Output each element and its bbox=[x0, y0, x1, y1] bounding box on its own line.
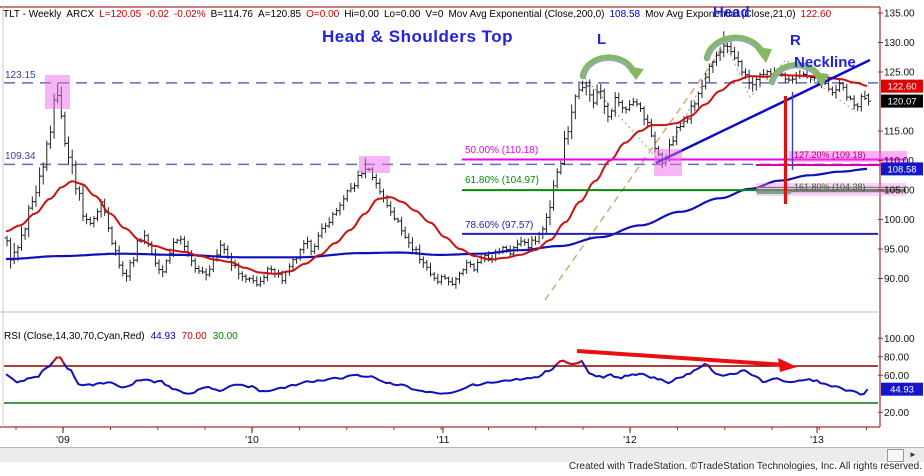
rsi-indicator-label: RSI (Close,14,30,70,Cyan,Red) 44.93 70.00 3… bbox=[4, 331, 244, 342]
svg-text:'10: '10 bbox=[245, 434, 259, 446]
level-109-34-label: 109.34 bbox=[5, 151, 36, 162]
quote-segment: ARCX bbox=[66, 9, 95, 20]
svg-text:'13: '13 bbox=[810, 434, 824, 446]
quote-segment: 122.60 bbox=[800, 9, 832, 20]
head-label: Head bbox=[713, 4, 750, 21]
svg-text:105.00: 105.00 bbox=[884, 186, 915, 197]
svg-text:20.00: 20.00 bbox=[884, 408, 909, 419]
measured-move-lines bbox=[783, 92, 794, 204]
svg-text:100.00: 100.00 bbox=[884, 334, 915, 345]
price-levels bbox=[4, 82, 878, 166]
shoulder-arcs bbox=[579, 34, 829, 87]
neckline-trendline bbox=[655, 58, 871, 165]
svg-text:'12: '12 bbox=[623, 434, 637, 446]
rsi-label-segment: 44.93 bbox=[150, 331, 176, 342]
rsi-label-segment: 30.00 bbox=[212, 331, 238, 342]
chart-frame bbox=[0, 6, 881, 428]
quote-segment: Mov Avg Exponential (Close,21,0) bbox=[645, 9, 796, 20]
quote-segment: V=0 bbox=[425, 9, 444, 20]
pattern-title: Head & Shoulders Top bbox=[322, 27, 514, 46]
svg-text:90.00: 90.00 bbox=[884, 274, 909, 285]
svg-text:135.00: 135.00 bbox=[884, 9, 915, 20]
ema-200-line bbox=[6, 167, 868, 261]
horizontal-scrollbar[interactable]: ► bbox=[0, 447, 924, 462]
fib-61-label: 61.80% (104.97) bbox=[465, 175, 539, 186]
momentum-arrow bbox=[576, 349, 797, 372]
svg-text:115.00: 115.00 bbox=[884, 127, 914, 138]
svg-text:108.58: 108.58 bbox=[887, 164, 916, 175]
fib-ext-127-label: 127.20% (109.18) bbox=[794, 150, 866, 160]
fib-ext-161-label: 161.80% (104.38) bbox=[794, 182, 866, 192]
quote-segment: Hi=0.00 bbox=[344, 9, 379, 20]
rsi-label-segment: 70.00 bbox=[181, 331, 207, 342]
svg-text:95.00: 95.00 bbox=[884, 245, 909, 256]
fib-78-label: 78.60% (97.57) bbox=[465, 220, 534, 231]
svg-text:80.00: 80.00 bbox=[884, 352, 909, 363]
scrollbar-thumb[interactable] bbox=[887, 449, 904, 462]
quote-segment: -0.02 bbox=[146, 9, 169, 20]
quote-segment: A=120.85 bbox=[258, 9, 302, 20]
fib-50-label: 50.00% (110.18) bbox=[465, 145, 539, 156]
neckline-label: Neckline bbox=[794, 54, 856, 71]
quote-bar: TLT - Weekly ARCX L=120.05 -0.02 -0.02% B=114… bbox=[3, 9, 836, 20]
svg-text:122.60: 122.60 bbox=[887, 82, 916, 93]
svg-text:100.00: 100.00 bbox=[884, 215, 915, 226]
price-axis: 135.00 130.00 125.00 115.00 110.00 105.00 100.… bbox=[878, 9, 923, 396]
svg-text:130.00: 130.00 bbox=[884, 38, 915, 49]
rsi-label-segment: RSI (Close,14,30,70,Cyan,Red) bbox=[4, 331, 145, 342]
svg-text:125.00: 125.00 bbox=[884, 68, 915, 79]
copyright-footer: Created with TradeStation. ©TradeStation… bbox=[568, 461, 922, 472]
quote-segment: TLT - Weekly bbox=[3, 9, 62, 20]
quote-segment: Mov Avg Exponential (Close,200,0) bbox=[448, 9, 605, 20]
svg-text:44.93: 44.93 bbox=[890, 385, 914, 396]
svg-text:'11: '11 bbox=[437, 434, 450, 446]
fib-lines bbox=[462, 158, 906, 235]
ema-21-line bbox=[5, 74, 868, 275]
svg-text:'09: '09 bbox=[56, 434, 70, 446]
svg-text:60.00: 60.00 bbox=[884, 371, 909, 382]
svg-text:120.07: 120.07 bbox=[887, 97, 916, 108]
quote-segment: -0.02% bbox=[173, 9, 206, 20]
svg-text:110.00: 110.00 bbox=[884, 156, 914, 167]
scroll-right-button[interactable]: ► bbox=[909, 450, 917, 459]
quote-segment: O=0.00 bbox=[306, 9, 340, 20]
quote-segment: B=114.76 bbox=[210, 9, 253, 20]
quote-segment: Lo=0.00 bbox=[383, 9, 421, 20]
rsi-pane: 100.00 80.00 60.00 20.00 bbox=[4, 334, 915, 419]
quote-segment: 108.58 bbox=[609, 9, 641, 20]
trendlines bbox=[544, 38, 857, 301]
time-axis: '09 '10 '11 '12 '13 bbox=[15, 427, 867, 446]
quote-segment: L=120.05 bbox=[99, 9, 142, 20]
right-shoulder-label: R bbox=[790, 32, 801, 49]
left-shoulder-label: L bbox=[597, 31, 607, 48]
level-123-15-label: 123.15 bbox=[5, 70, 36, 81]
